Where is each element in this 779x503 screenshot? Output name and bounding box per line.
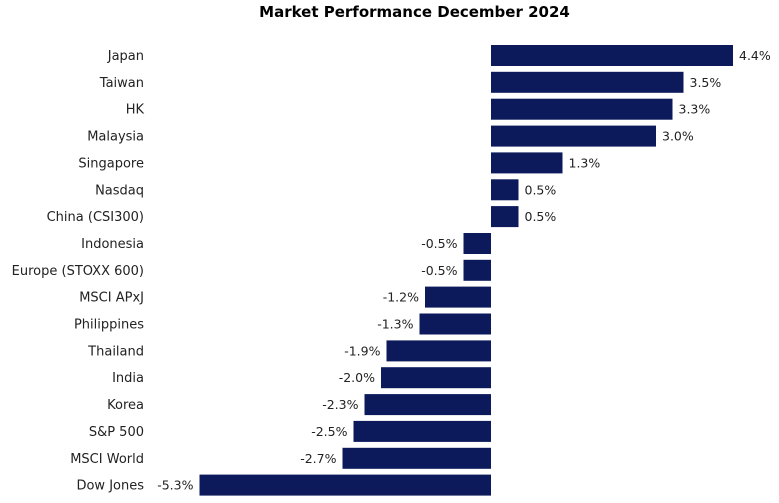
value-label-dow-jones: -5.3% [157,478,193,493]
category-label-philippines: Philippines [74,318,144,333]
bar-indonesia [463,233,491,254]
bar-china-csi300 [491,206,519,228]
category-label-malaysia: Malaysia [87,130,144,145]
value-label-japan: 4.4% [739,48,771,63]
bar-europe-stoxx-600 [463,259,491,281]
category-label-nasdaq: Nasdaq [95,183,144,198]
category-label-singapore: Singapore [78,156,144,171]
labels-group: Japan 4.4% Taiwan 3.5% HK 3.3% Malaysia 3.0% Sin… [12,48,771,494]
bar-japan [491,45,733,66]
category-label-dow-jones: Dow Jones [76,479,144,494]
bar-india [381,367,491,389]
bar-nasdaq [491,179,519,201]
category-label-japan: Japan [107,49,144,64]
value-label-philippines: -1.3% [377,317,413,332]
bar-korea [364,394,491,416]
bar-malaysia [491,125,656,147]
value-label-europe-stoxx-600: -0.5% [421,263,457,278]
category-label-china-csi300: China (CSI300) [47,210,144,225]
category-label-msci-apxj: MSCI APxJ [79,291,144,306]
value-label-china-csi300: 0.5% [525,209,557,224]
value-label-s-p-500: -2.5% [311,424,347,439]
category-label-taiwan: Taiwan [99,76,144,91]
category-label-korea: Korea [107,398,144,413]
bar-taiwan [491,71,684,93]
category-label-msci-world: MSCI World [70,452,144,467]
bar-msci-world [342,447,491,469]
category-label-europe-stoxx-600: Europe (STOXX 600) [12,264,144,279]
bars-group [199,45,733,496]
value-label-korea: -2.3% [322,397,358,412]
bar-msci-apxj [425,286,491,308]
bar-singapore [491,152,563,174]
bar-philippines [419,313,491,335]
value-label-thailand: -1.9% [344,343,380,358]
value-label-msci-world: -2.7% [300,451,336,466]
category-label-hk: HK [126,103,145,118]
value-label-msci-apxj: -1.2% [383,290,419,305]
bar-hk [491,98,673,120]
value-label-singapore: 1.3% [569,155,601,170]
value-label-nasdaq: 0.5% [525,182,557,197]
bar-dow-jones [199,474,491,496]
category-label-thailand: Thailand [87,344,144,359]
bar-thailand [386,340,491,362]
category-label-indonesia: Indonesia [81,237,144,252]
value-label-malaysia: 3.0% [662,129,694,144]
value-label-hk: 3.3% [679,102,711,117]
value-label-taiwan: 3.5% [690,75,722,90]
category-label-india: India [112,371,144,386]
value-label-indonesia: -0.5% [421,236,457,251]
category-label-s-p-500: S&P 500 [89,425,144,440]
value-label-india: -2.0% [339,370,375,385]
chart-title: Market Performance December 2024 [259,3,570,21]
bar-s-p-500 [353,420,491,442]
